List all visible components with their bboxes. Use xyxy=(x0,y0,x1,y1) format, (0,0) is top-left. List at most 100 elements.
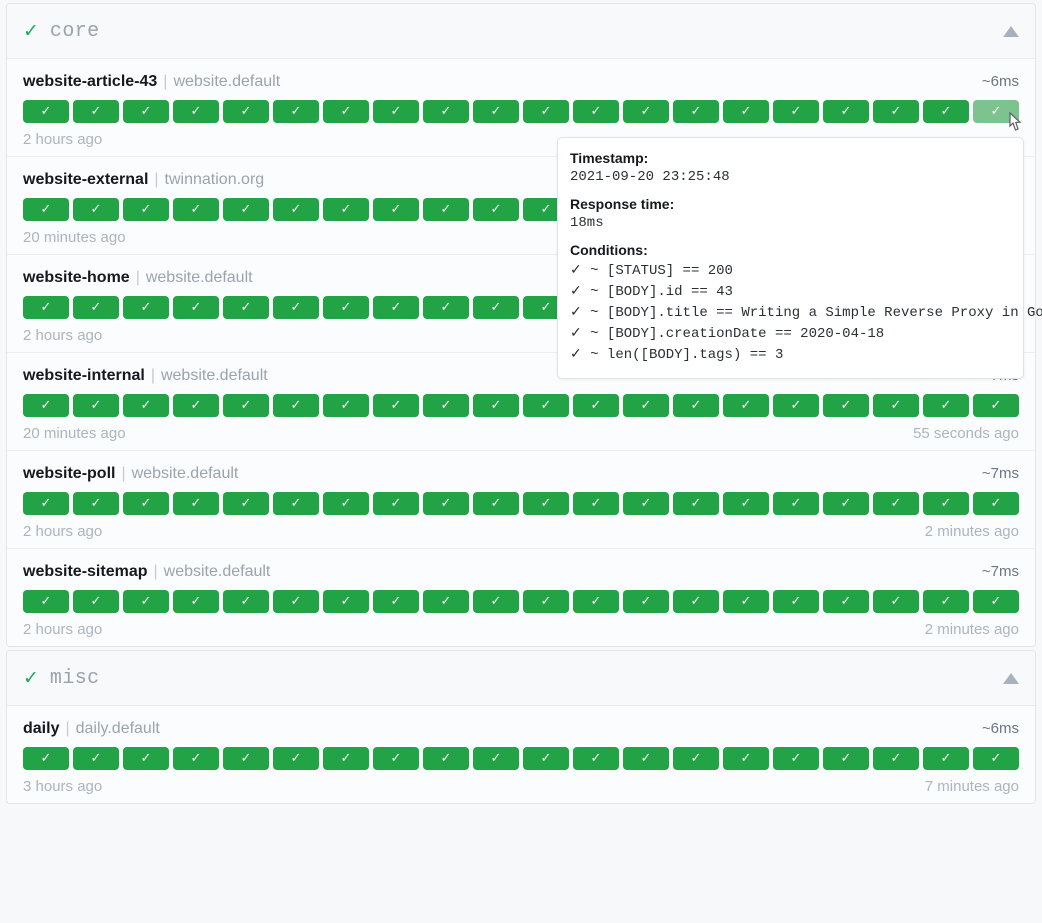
status-box[interactable]: ✓ xyxy=(923,100,969,123)
status-box[interactable]: ✓ xyxy=(23,394,69,417)
status-box[interactable]: ✓ xyxy=(423,590,469,613)
status-box[interactable]: ✓ xyxy=(823,747,869,770)
status-box[interactable]: ✓ xyxy=(23,747,69,770)
status-box[interactable]: ✓ xyxy=(373,492,419,515)
status-box[interactable]: ✓ xyxy=(823,492,869,515)
status-box[interactable]: ✓ xyxy=(323,590,369,613)
status-box[interactable]: ✓ xyxy=(723,100,769,123)
status-box[interactable]: ✓ xyxy=(23,296,69,319)
status-box[interactable]: ✓ xyxy=(823,394,869,417)
status-box[interactable]: ✓ xyxy=(273,492,319,515)
status-box[interactable]: ✓ xyxy=(323,100,369,123)
status-box[interactable]: ✓ xyxy=(823,100,869,123)
status-box[interactable]: ✓ xyxy=(223,747,269,770)
status-box[interactable]: ✓ xyxy=(473,198,519,221)
status-box[interactable]: ✓ xyxy=(573,100,619,123)
status-box[interactable]: ✓ xyxy=(573,747,619,770)
status-box[interactable]: ✓ xyxy=(173,198,219,221)
status-box[interactable]: ✓ xyxy=(973,747,1019,770)
status-box[interactable]: ✓ xyxy=(973,590,1019,613)
status-box[interactable]: ✓ xyxy=(573,492,619,515)
status-box[interactable]: ✓ xyxy=(423,100,469,123)
status-box[interactable]: ✓ xyxy=(273,747,319,770)
status-box[interactable]: ✓ xyxy=(273,198,319,221)
status-box[interactable]: ✓ xyxy=(373,296,419,319)
status-box[interactable]: ✓ xyxy=(323,296,369,319)
status-box[interactable]: ✓ xyxy=(423,394,469,417)
status-box[interactable]: ✓ xyxy=(373,198,419,221)
status-box[interactable]: ✓ xyxy=(173,492,219,515)
status-box[interactable]: ✓ xyxy=(423,198,469,221)
status-box[interactable]: ✓ xyxy=(373,100,419,123)
status-box[interactable]: ✓ xyxy=(273,100,319,123)
status-box[interactable]: ✓ xyxy=(73,590,119,613)
group-header-misc[interactable]: ✓ misc xyxy=(7,651,1035,706)
status-box[interactable]: ✓ xyxy=(673,100,719,123)
caret-up-icon[interactable] xyxy=(1003,25,1019,37)
status-box[interactable]: ✓ xyxy=(623,100,669,123)
status-box[interactable]: ✓ xyxy=(273,590,319,613)
endpoint-name[interactable]: website-poll xyxy=(23,465,116,482)
status-box[interactable]: ✓ xyxy=(673,394,719,417)
endpoint-name[interactable]: website-home xyxy=(23,269,130,286)
status-box[interactable]: ✓ xyxy=(223,198,269,221)
status-box[interactable]: ✓ xyxy=(773,747,819,770)
status-box[interactable]: ✓ xyxy=(223,296,269,319)
status-box[interactable]: ✓ xyxy=(323,492,369,515)
status-box[interactable]: ✓ xyxy=(573,590,619,613)
status-box[interactable]: ✓ xyxy=(423,747,469,770)
status-box[interactable]: ✓ xyxy=(173,590,219,613)
status-box[interactable]: ✓ xyxy=(773,492,819,515)
status-box[interactable]: ✓ xyxy=(323,198,369,221)
status-box[interactable]: ✓ xyxy=(473,100,519,123)
status-box[interactable]: ✓ xyxy=(423,492,469,515)
status-box[interactable]: ✓ xyxy=(723,747,769,770)
status-box[interactable]: ✓ xyxy=(123,590,169,613)
status-box[interactable]: ✓ xyxy=(723,492,769,515)
status-box[interactable]: ✓ xyxy=(473,296,519,319)
status-box[interactable]: ✓ xyxy=(773,100,819,123)
status-box[interactable]: ✓ xyxy=(473,492,519,515)
status-box[interactable]: ✓ xyxy=(723,590,769,613)
status-box[interactable]: ✓ xyxy=(923,492,969,515)
status-box[interactable]: ✓ xyxy=(623,394,669,417)
status-box[interactable]: ✓ xyxy=(173,296,219,319)
status-box[interactable]: ✓ xyxy=(873,747,919,770)
status-box[interactable]: ✓ xyxy=(73,100,119,123)
status-box[interactable]: ✓ xyxy=(173,100,219,123)
status-box[interactable]: ✓ xyxy=(173,394,219,417)
status-box[interactable]: ✓ xyxy=(923,747,969,770)
status-box[interactable]: ✓ xyxy=(23,590,69,613)
status-box[interactable]: ✓ xyxy=(223,492,269,515)
status-box[interactable]: ✓ xyxy=(873,394,919,417)
status-box[interactable]: ✓ xyxy=(473,394,519,417)
status-box[interactable]: ✓ xyxy=(523,394,569,417)
status-box[interactable]: ✓ xyxy=(323,747,369,770)
status-box[interactable]: ✓ xyxy=(523,492,569,515)
status-box[interactable]: ✓ xyxy=(23,492,69,515)
status-box[interactable]: ✓ xyxy=(423,296,469,319)
caret-up-icon[interactable] xyxy=(1003,672,1019,684)
status-box[interactable]: ✓ xyxy=(123,198,169,221)
status-box[interactable]: ✓ xyxy=(573,394,619,417)
status-box[interactable]: ✓ xyxy=(623,747,669,770)
status-box[interactable]: ✓ xyxy=(23,198,69,221)
status-box[interactable]: ✓ xyxy=(123,100,169,123)
status-box[interactable]: ✓ xyxy=(223,394,269,417)
endpoint-name[interactable]: website-article-43 xyxy=(23,73,158,90)
endpoint-name[interactable]: website-external xyxy=(23,171,149,188)
status-box[interactable]: ✓ xyxy=(473,747,519,770)
status-box[interactable]: ✓ xyxy=(873,590,919,613)
endpoint-name[interactable]: website-sitemap xyxy=(23,563,148,580)
status-box[interactable]: ✓ xyxy=(173,747,219,770)
status-box[interactable]: ✓ xyxy=(373,590,419,613)
status-box[interactable]: ✓ xyxy=(223,100,269,123)
status-box[interactable]: ✓ xyxy=(773,394,819,417)
status-box[interactable]: ✓ xyxy=(23,100,69,123)
status-box[interactable]: ✓ xyxy=(523,100,569,123)
status-box[interactable]: ✓ xyxy=(373,747,419,770)
status-box[interactable]: ✓ xyxy=(323,394,369,417)
group-header-core[interactable]: ✓ core xyxy=(7,4,1035,59)
status-box[interactable]: ✓ xyxy=(973,100,1019,123)
status-box[interactable]: ✓ xyxy=(123,394,169,417)
